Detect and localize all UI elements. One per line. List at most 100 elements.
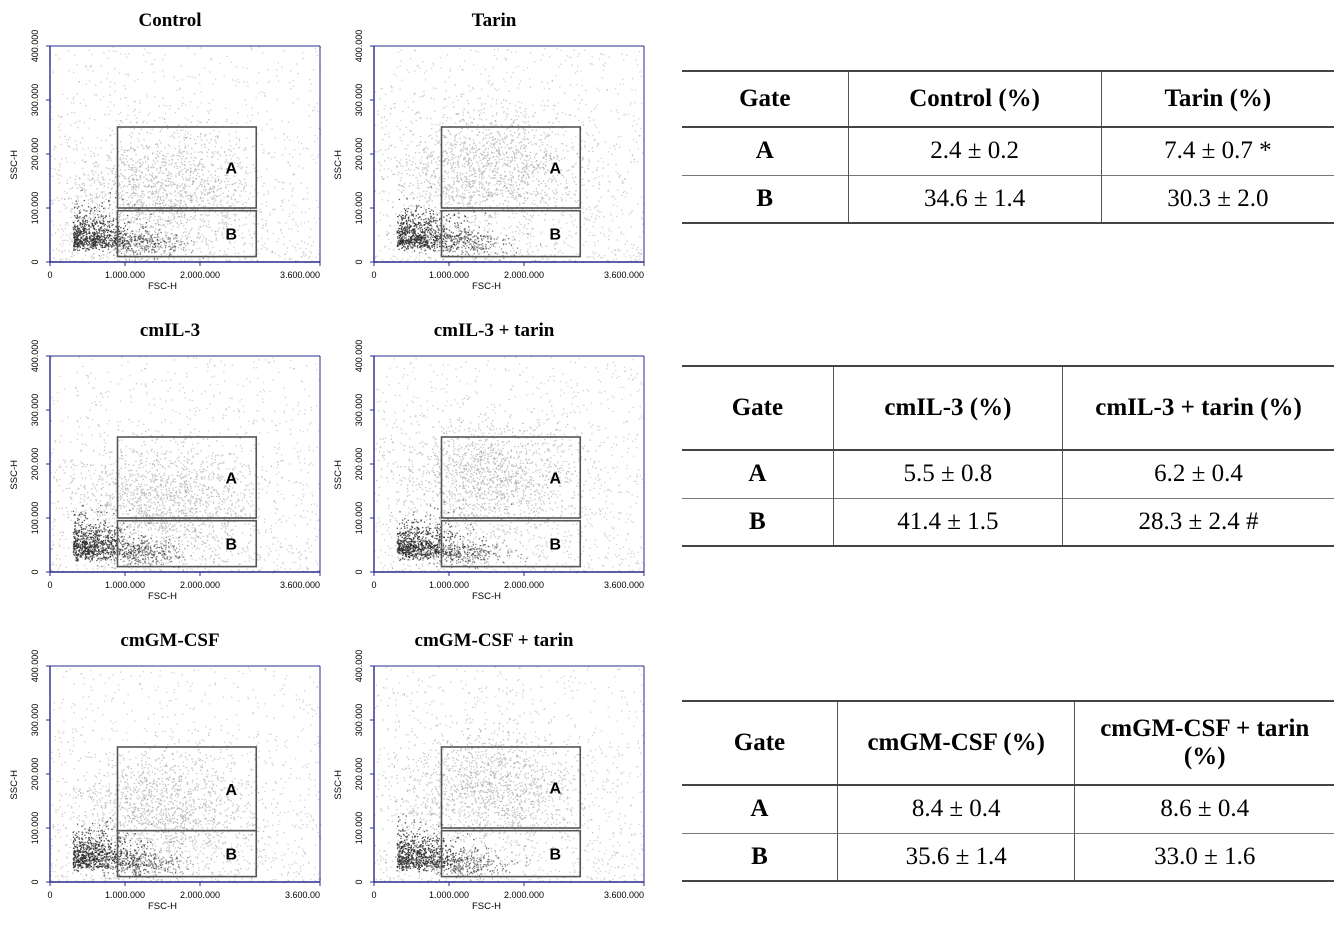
header-group-1: cmIL-3 (%)	[833, 366, 1062, 450]
y-axis-title: SSC-H	[9, 150, 20, 180]
x-axis-title: FSC-H	[472, 281, 501, 292]
gate-a-label: A	[549, 781, 561, 798]
x-tick-label: 0	[371, 270, 376, 280]
y-axis-title: SSC-H	[333, 150, 344, 180]
x-axis-title: FSC-H	[148, 281, 177, 292]
y-tick-label: 300.000	[354, 84, 364, 117]
gate-cell: A	[682, 450, 833, 498]
gate-table-control-tarin: Gate Control (%) Tarin (%) A 2.4 ± 0.2 7…	[682, 70, 1334, 224]
header-gate: Gate	[682, 71, 848, 127]
dot-cloud	[50, 667, 321, 883]
x-tick-label: 1.000.000	[105, 890, 145, 900]
header-group-1: cmGM-CSF (%)	[837, 701, 1075, 785]
y-tick-label: 300.000	[30, 394, 40, 427]
y-tick-label: 300.000	[354, 394, 364, 427]
y-tick-label: 100.000	[354, 192, 364, 225]
y-tick-label: 400.000	[30, 340, 40, 373]
y-tick-label: 100.000	[354, 502, 364, 535]
gate-cell: B	[682, 833, 837, 881]
x-tick-label: 1.000.000	[429, 580, 469, 590]
x-axis-title: FSC-H	[472, 591, 501, 602]
value-cell: 6.2 ± 0.4	[1063, 450, 1334, 498]
dot-cloud	[374, 356, 645, 573]
gate-a-label: A	[225, 471, 237, 488]
y-tick-label: 300.000	[30, 84, 40, 117]
gate-b-label: B	[225, 227, 237, 244]
y-tick-label: 200.000	[30, 138, 40, 171]
value-cell: 35.6 ± 1.4	[837, 833, 1075, 881]
x-tick-label: 2.000.000	[504, 890, 544, 900]
y-tick-label: 200.000	[30, 448, 40, 481]
y-tick-label: 300.000	[354, 704, 364, 737]
x-tick-label: 3.600.00	[285, 890, 320, 900]
x-tick-label: 0	[47, 580, 52, 590]
header-group-2: cmGM-CSF + tarin (%)	[1075, 701, 1334, 785]
y-tick-label: 100.000	[354, 812, 364, 845]
gate-b-label: B	[549, 847, 561, 864]
value-cell: 34.6 ± 1.4	[848, 175, 1101, 223]
header-gate: Gate	[682, 366, 833, 450]
dot-cloud	[50, 46, 321, 263]
axis-lines	[50, 356, 320, 572]
axis-lines	[50, 46, 320, 262]
x-tick-label: 1.000.000	[429, 890, 469, 900]
gate-b-label: B	[549, 537, 561, 554]
value-cell: 41.4 ± 1.5	[833, 498, 1062, 546]
y-tick-label: 400.000	[30, 650, 40, 683]
y-tick-label: 200.000	[354, 138, 364, 171]
x-tick-label: 2.000.000	[180, 580, 220, 590]
value-cell: 28.3 ± 2.4 #	[1063, 498, 1334, 546]
value-cell: 2.4 ± 0.2	[848, 127, 1101, 175]
y-tick-label: 0	[354, 879, 364, 884]
gate-cell: A	[682, 785, 837, 833]
x-tick-label: 2.000.000	[504, 270, 544, 280]
y-tick-label: 0	[30, 879, 40, 884]
x-tick-label: 3.600.000	[604, 270, 644, 280]
y-tick-label: 400.000	[30, 30, 40, 63]
gate-a-label: A	[549, 161, 561, 178]
dot-cloud	[50, 356, 320, 573]
header-group-2: Tarin (%)	[1101, 71, 1334, 127]
gate-cell: B	[682, 175, 848, 223]
gate-b-label: B	[225, 847, 237, 864]
y-axis-title: SSC-H	[333, 770, 344, 800]
x-tick-label: 3.600.000	[280, 270, 320, 280]
header-group-2: cmIL-3 + tarin (%)	[1063, 366, 1334, 450]
y-tick-label: 0	[354, 259, 364, 264]
y-tick-label: 400.000	[354, 30, 364, 63]
y-tick-label: 0	[354, 569, 364, 574]
y-axis-title: SSC-H	[9, 770, 20, 800]
x-tick-label: 0	[371, 890, 376, 900]
y-tick-label: 0	[30, 259, 40, 264]
value-cell: 8.4 ± 0.4	[837, 785, 1075, 833]
x-tick-label: 3.600.000	[604, 890, 644, 900]
x-tick-label: 0	[371, 580, 376, 590]
gate-table-cmil3: Gate cmIL-3 (%) cmIL-3 + tarin (%) A 5.5…	[682, 365, 1334, 547]
x-tick-label: 1.000.000	[429, 270, 469, 280]
gate-cell: A	[682, 127, 848, 175]
x-tick-label: 2.000.000	[180, 270, 220, 280]
x-tick-label: 0	[47, 270, 52, 280]
x-axis-title: FSC-H	[148, 591, 177, 602]
y-tick-label: 100.000	[30, 812, 40, 845]
y-tick-label: 400.000	[354, 650, 364, 683]
y-tick-label: 0	[30, 569, 40, 574]
x-tick-label: 3.600.000	[280, 580, 320, 590]
y-tick-label: 200.000	[354, 448, 364, 481]
header-gate: Gate	[682, 701, 837, 785]
y-axis-title: SSC-H	[9, 460, 20, 490]
gate-cell: B	[682, 498, 833, 546]
gate-a-label: A	[225, 782, 237, 799]
y-tick-label: 400.000	[354, 340, 364, 373]
y-axis-title: SSC-H	[333, 460, 344, 490]
